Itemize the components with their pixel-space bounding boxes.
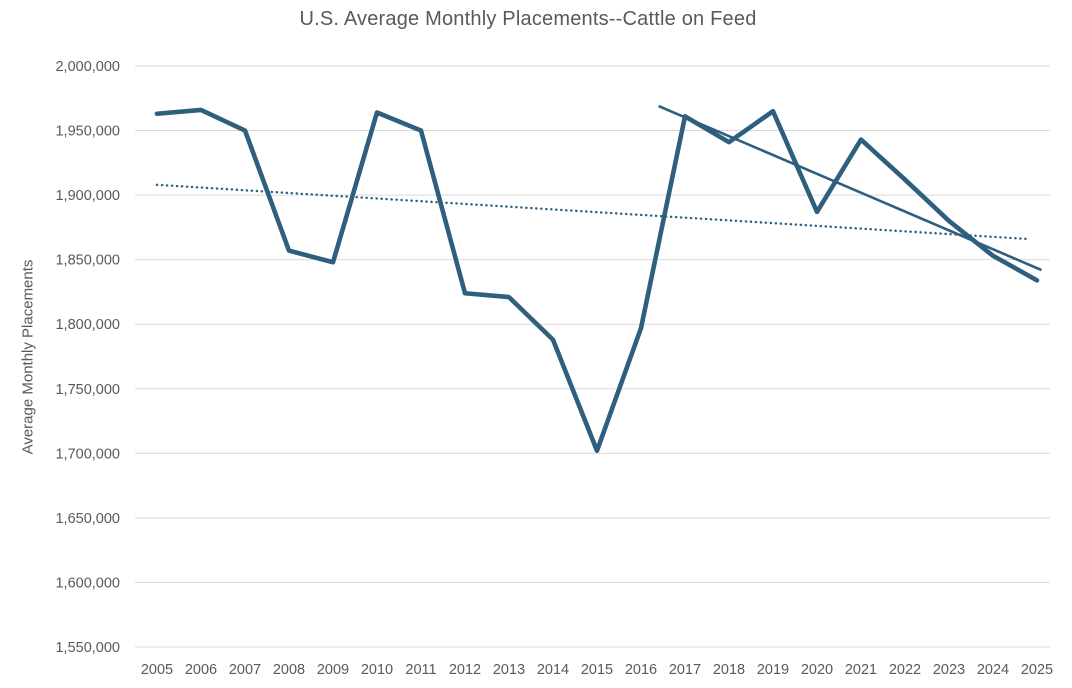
- y-axis-tick-label: 1,900,000: [55, 188, 120, 204]
- y-axis-tick-label: 1,550,000: [55, 640, 120, 656]
- x-axis-tick-label: 2011: [405, 662, 436, 678]
- chart-title: U.S. Average Monthly Placements--Cattle …: [299, 8, 757, 30]
- x-axis-tick-label: 2019: [757, 662, 789, 678]
- x-axis-tick-label: 2010: [361, 662, 393, 678]
- y-axis-tick-label: 1,800,000: [55, 317, 120, 333]
- y-axis-tick-label: 2,000,000: [55, 59, 120, 75]
- y-axis-tick-label: 1,750,000: [55, 382, 120, 398]
- y-axis-tick-label: 1,850,000: [55, 253, 120, 269]
- y-axis-tick-label: 1,600,000: [55, 575, 120, 591]
- x-axis-tick-label: 2024: [977, 662, 1009, 678]
- x-axis-tick-label: 2023: [933, 662, 965, 678]
- x-axis-tick-label: 2015: [581, 662, 613, 678]
- x-axis-tick-label: 2022: [889, 662, 921, 678]
- x-axis-tick-label: 2018: [713, 662, 745, 678]
- x-axis-tick-label: 2012: [449, 662, 481, 678]
- x-axis-tick-label: 2021: [845, 662, 877, 678]
- y-axis-tick-label: 1,650,000: [55, 511, 120, 527]
- x-axis-tick-label: 2017: [669, 662, 701, 678]
- x-axis-tick-label: 2014: [537, 662, 569, 678]
- x-axis-tick-label: 2006: [185, 662, 217, 678]
- x-axis-tick-label: 2008: [273, 662, 305, 678]
- y-axis-tick-label: 1,950,000: [55, 124, 120, 140]
- x-axis-tick-label: 2013: [493, 662, 525, 678]
- x-axis-tick-label: 2016: [625, 662, 657, 678]
- y-axis-tick-label: 1,700,000: [55, 446, 120, 462]
- overall-linear-trendline: [155, 183, 1030, 241]
- placements-series-line: [154, 107, 1040, 454]
- x-axis-tick-label: 2005: [141, 662, 173, 678]
- x-axis-tick-label: 2007: [229, 662, 261, 678]
- x-axis-tick-label: 2009: [317, 662, 349, 678]
- x-axis-tick-label: 2025: [1021, 662, 1053, 678]
- x-axis-tick-label: 2020: [801, 662, 833, 678]
